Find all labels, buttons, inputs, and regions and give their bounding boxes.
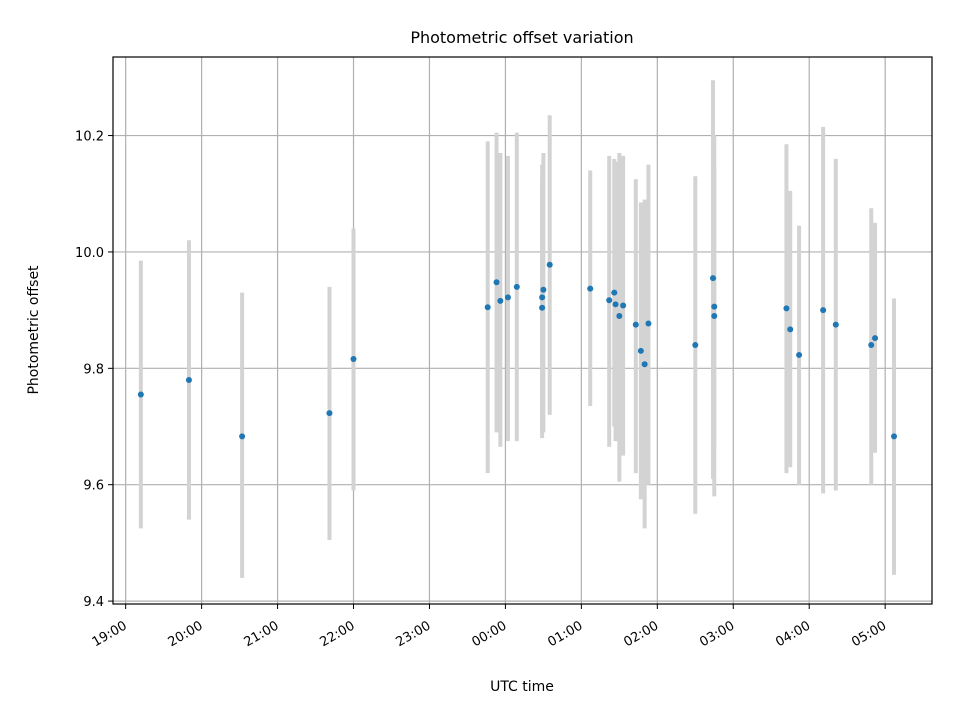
- data-point: [645, 320, 652, 327]
- data-point: [796, 351, 803, 358]
- data-point: [891, 433, 898, 440]
- data-point: [587, 285, 594, 292]
- y-axis-ticks: 9.4 9.6 9.8 10.0 10.2: [75, 130, 113, 610]
- data-point: [239, 433, 246, 440]
- data-point: [711, 303, 718, 310]
- y-tick-label: 10.0: [75, 246, 104, 261]
- data-point: [783, 305, 790, 312]
- data-point: [539, 304, 546, 311]
- data-point: [692, 342, 699, 349]
- data-point: [350, 356, 357, 363]
- y-tick-label: 9.6: [83, 479, 104, 494]
- data-point: [513, 283, 520, 290]
- data-point: [540, 286, 547, 293]
- data-point: [710, 275, 717, 282]
- data-point: [632, 321, 639, 328]
- data-point: [787, 326, 794, 333]
- data-point: [484, 304, 491, 311]
- data-points: [137, 261, 898, 440]
- data-point: [637, 347, 644, 354]
- data-point: [832, 321, 839, 328]
- data-point: [539, 294, 546, 301]
- grid: [113, 57, 932, 604]
- data-point: [641, 361, 648, 368]
- data-point: [606, 297, 613, 304]
- data-point: [493, 279, 500, 286]
- y-tick-label: 9.8: [83, 362, 104, 377]
- chart-title: Photometric offset variation: [410, 28, 633, 47]
- data-point: [326, 410, 333, 417]
- data-point: [185, 376, 192, 383]
- data-point: [872, 335, 879, 342]
- plot-frame: [112, 56, 933, 605]
- data-point: [868, 342, 875, 349]
- data-point: [620, 302, 627, 309]
- data-point: [612, 301, 619, 308]
- data-point: [611, 289, 618, 296]
- data-point: [820, 307, 827, 314]
- x-axis-label: UTC time: [490, 679, 554, 695]
- y-tick-label: 9.4: [83, 595, 104, 610]
- data-point: [616, 312, 623, 319]
- y-tick-label: 10.2: [75, 130, 104, 145]
- data-point: [711, 312, 718, 319]
- data-point: [546, 261, 553, 268]
- data-point: [137, 391, 144, 398]
- data-point: [497, 297, 504, 304]
- y-axis-label: Photometric offset: [26, 265, 42, 395]
- data-point: [504, 294, 511, 301]
